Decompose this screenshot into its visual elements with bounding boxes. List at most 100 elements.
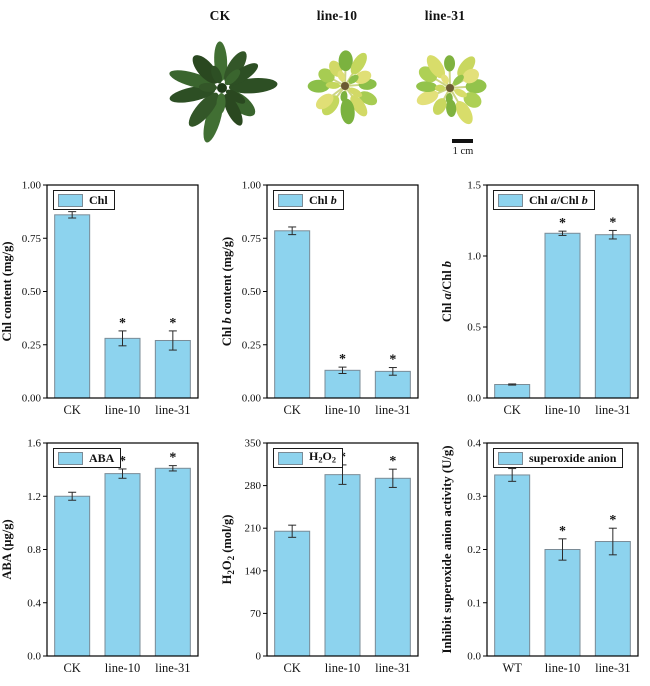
leaf xyxy=(426,55,446,79)
leaf xyxy=(225,89,246,104)
x-category-label-line-31: line-31 xyxy=(595,661,630,675)
bar-line-10 xyxy=(544,232,581,399)
error-bar-line-31 xyxy=(608,527,617,556)
leaf xyxy=(348,74,359,84)
significance-asterisk: * xyxy=(389,454,396,469)
bar-line-31 xyxy=(374,477,411,657)
chart-svg-chl-a-b: 0.0 0.5 1.0 1.5 * * CK line-10 line-31 Chl a/Chl … xyxy=(440,180,639,417)
error-bar-line-10 xyxy=(558,230,567,236)
leaf xyxy=(454,88,467,98)
y-tick-label: 0.0 xyxy=(27,651,41,663)
error-bar-line-31 xyxy=(388,468,397,488)
error-bar-CK xyxy=(68,491,77,501)
y-tick-label: 0.75 xyxy=(242,233,262,245)
y-tick-label: 0.50 xyxy=(242,286,262,298)
error-bar-CK xyxy=(508,383,517,386)
x-category-label-line-10: line-10 xyxy=(105,403,140,417)
y-tick-label: 0.0 xyxy=(467,393,481,405)
leaf xyxy=(434,84,446,92)
error-bar-line-31 xyxy=(168,330,177,351)
x-category-label-line-31: line-31 xyxy=(155,403,190,417)
y-axis-title: ABA (μg/g) xyxy=(0,519,14,579)
plant-label-ck: CK xyxy=(209,8,231,23)
y-axis-title: Chl b content (mg/g) xyxy=(220,237,234,346)
legend-label: Chl b xyxy=(309,193,337,207)
significance-asterisk: * xyxy=(559,216,566,231)
chart-svg-chl-b: 0.00 0.25 0.50 0.75 1.00 * * CK line-10 line-31 Ch… xyxy=(220,180,419,417)
error-bar-line-10 xyxy=(118,330,127,347)
significance-asterisk: * xyxy=(609,215,616,230)
legend-h2o2: H2O2 xyxy=(273,448,344,468)
y-tick-label: 1.6 xyxy=(27,438,41,450)
y-tick-label: 0.75 xyxy=(22,233,42,245)
significance-asterisk: * xyxy=(389,353,396,368)
y-axis-title: Chl content (mg/g) xyxy=(0,242,14,342)
significance-asterisk: * xyxy=(169,451,176,466)
bar-line-31 xyxy=(594,234,631,399)
error-bar-CK xyxy=(288,226,297,236)
leaf xyxy=(463,92,482,108)
y-tick-label: 0.25 xyxy=(22,339,42,351)
legend-chl: Chl xyxy=(53,190,115,210)
legend-label: superoxide anion xyxy=(529,451,617,465)
leaf xyxy=(350,95,368,117)
plant-rosette-svg xyxy=(169,41,278,143)
legend-label: Chl a/Chl b xyxy=(529,193,588,207)
leaf xyxy=(224,69,241,86)
bar-line-10 xyxy=(104,473,141,657)
leaf xyxy=(349,87,363,98)
plot-frame xyxy=(266,442,419,657)
error-bar-line-31 xyxy=(388,367,397,376)
bar-CK xyxy=(54,214,91,399)
leaf xyxy=(453,74,464,86)
y-tick-label: 0.50 xyxy=(22,286,42,298)
leaf xyxy=(432,98,447,115)
legend-label: ABA xyxy=(89,451,115,465)
error-bar-WT xyxy=(508,468,517,482)
x-category-label-CK: CK xyxy=(63,403,80,417)
bar-line-10 xyxy=(324,474,361,657)
legend-swatch xyxy=(58,193,83,207)
bar-line-31 xyxy=(374,370,411,399)
leaf xyxy=(354,70,372,85)
significance-asterisk: * xyxy=(559,524,566,539)
legend-swatch xyxy=(278,193,303,207)
x-category-label-line-31: line-31 xyxy=(375,403,410,417)
x-category-label-line-10: line-10 xyxy=(325,661,360,675)
y-tick-label: 0.3 xyxy=(467,491,481,503)
legend-superoxide: superoxide anion xyxy=(493,448,624,468)
bar-line-10 xyxy=(544,549,581,657)
y-tick-label: 1.00 xyxy=(242,180,262,192)
y-tick-label: 210 xyxy=(245,523,262,535)
y-axis-title: Inhibit superoxide anion activity (U/g) xyxy=(440,446,454,654)
scale-bar xyxy=(452,139,473,143)
leaf xyxy=(358,91,378,106)
chart-chl: 0.00 0.25 0.50 0.75 1.00 * * CK line-10 line-31 Ch… xyxy=(0,172,216,426)
leaf xyxy=(307,79,330,93)
leaf xyxy=(416,90,439,106)
y-tick-label: 0 xyxy=(256,651,262,663)
leaf xyxy=(223,94,243,126)
error-bar-line-31 xyxy=(168,465,177,472)
leaf xyxy=(318,68,335,83)
rosette-center xyxy=(341,82,349,90)
x-category-label-line-10: line-10 xyxy=(545,403,580,417)
leaf xyxy=(444,55,456,72)
rosette-center xyxy=(446,84,454,92)
legend-swatch xyxy=(498,193,523,207)
plant-photo-ck xyxy=(160,26,284,155)
y-tick-label: 0.25 xyxy=(242,339,262,351)
y-tick-label: 0.00 xyxy=(22,393,42,405)
legend-label: H2O2 xyxy=(309,448,337,465)
leaf xyxy=(457,56,476,78)
error-bar-CK xyxy=(288,524,297,538)
chart-superoxide: 0.0 0.1 0.2 0.3 0.4 * * WT line-10 line-31 Inhibit… xyxy=(440,430,650,686)
chart-svg-superoxide: 0.0 0.1 0.2 0.3 0.4 * * WT line-10 line-31 Inhibit… xyxy=(440,438,639,675)
y-tick-label: 0.2 xyxy=(467,544,481,556)
leaf xyxy=(462,68,479,84)
error-bar-line-10 xyxy=(338,366,347,375)
legend-swatch xyxy=(278,451,303,465)
